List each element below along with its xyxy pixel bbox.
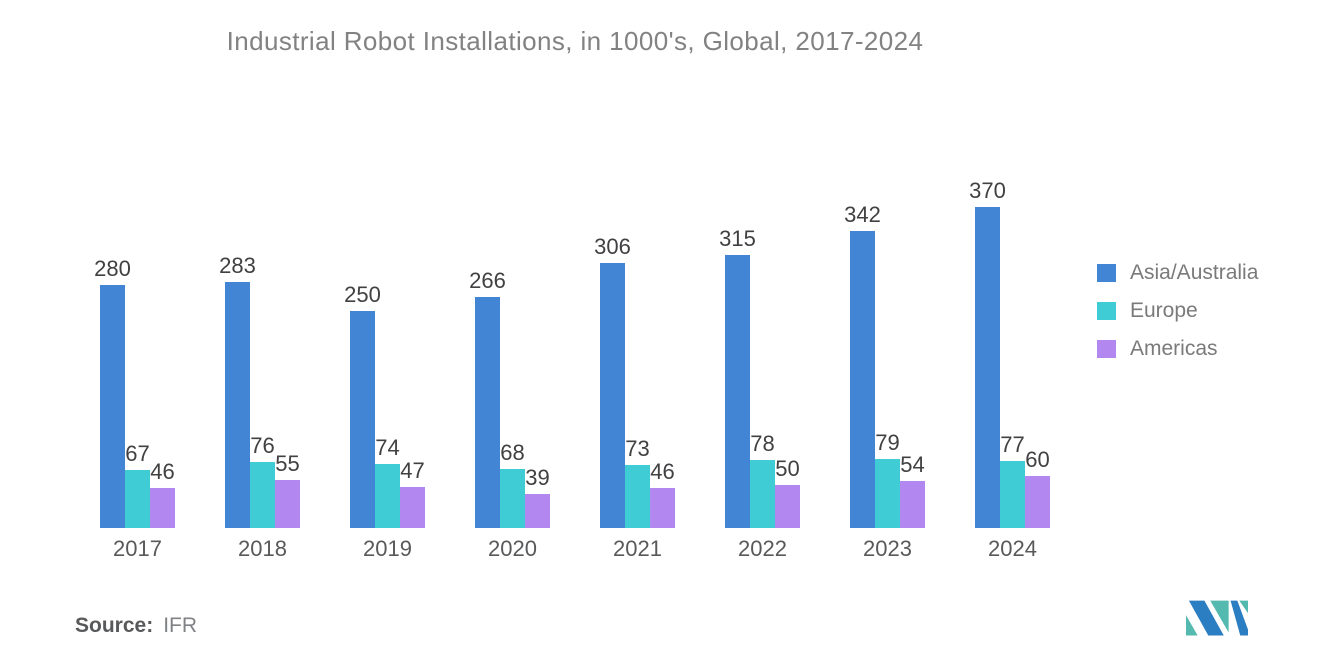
value-label-europe-2018: 76 — [250, 433, 275, 458]
x-tick-2018: 2018 — [238, 536, 287, 561]
americas-bar-2021[interactable] — [650, 488, 675, 528]
americas-bar-2024[interactable] — [1025, 476, 1050, 528]
plot-area: 280 67 46 2017 283 76 55 2018 250 74 47 2019 266 68 39… — [94, 178, 1050, 561]
asia-australia-bar-2020[interactable] — [475, 297, 500, 528]
americas-bar-2018[interactable] — [275, 480, 300, 528]
x-tick-2024: 2024 — [988, 536, 1037, 561]
legend-item-asia-australia[interactable]: Asia/Australia — [1097, 261, 1259, 284]
value-label-asia-australia-2017: 280 — [94, 256, 131, 281]
legend-label-americas: Americas — [1130, 337, 1218, 360]
value-label-asia-australia-2024: 370 — [969, 178, 1006, 203]
value-label-americas-2017: 46 — [150, 459, 175, 484]
source-value: IFR — [163, 614, 198, 637]
value-label-europe-2024: 77 — [1000, 432, 1025, 457]
x-tick-2019: 2019 — [363, 536, 412, 561]
asia-australia-bar-2019[interactable] — [350, 311, 375, 528]
asia-australia-bar-2023[interactable] — [850, 231, 875, 528]
x-tick-2022: 2022 — [738, 536, 787, 561]
value-label-asia-australia-2023: 342 — [844, 202, 881, 227]
x-tick-2023: 2023 — [863, 536, 912, 561]
value-label-americas-2023: 54 — [900, 452, 925, 477]
source-row: Source: IFR — [75, 614, 197, 638]
asia-australia-bar-2017[interactable] — [100, 285, 125, 528]
value-label-europe-2023: 79 — [875, 430, 900, 455]
americas-bar-2020[interactable] — [525, 494, 550, 528]
europe-bar-2022[interactable] — [750, 460, 775, 528]
americas-bar-2019[interactable] — [400, 487, 425, 528]
europe-bar-2017[interactable] — [125, 470, 150, 528]
europe-bar-2024[interactable] — [1000, 461, 1025, 528]
value-label-europe-2021: 73 — [625, 436, 650, 461]
mordor-intelligence-logo — [1186, 600, 1248, 636]
value-label-americas-2022: 50 — [775, 456, 800, 481]
value-label-americas-2021: 46 — [650, 459, 675, 484]
logo-shape-blue-right — [1230, 600, 1248, 636]
legend-item-europe[interactable]: Europe — [1097, 299, 1258, 322]
value-label-asia-australia-2021: 306 — [594, 234, 631, 259]
europe-bar-2019[interactable] — [375, 464, 400, 528]
value-label-europe-2017: 67 — [125, 441, 150, 466]
americas-bar-2022[interactable] — [775, 485, 800, 528]
europe-bar-2020[interactable] — [500, 469, 525, 528]
americas-bar-2023[interactable] — [900, 481, 925, 528]
asia-australia-bar-2021[interactable] — [600, 263, 625, 528]
asia-australia-bar-2022[interactable] — [725, 255, 750, 528]
logo-shape-blue-left — [1188, 600, 1224, 636]
legend-item-americas[interactable]: Americas — [1097, 337, 1258, 360]
legend-label-asia-australia: Asia/Australia — [1130, 261, 1259, 284]
value-label-asia-australia-2022: 315 — [719, 226, 756, 251]
asia-australia-bar-2024[interactable] — [975, 207, 1000, 528]
value-label-americas-2024: 60 — [1025, 447, 1050, 472]
europe-bar-2021[interactable] — [625, 465, 650, 528]
legend-label-europe: Europe — [1130, 299, 1198, 322]
asia-australia-bar-2018[interactable] — [225, 282, 250, 528]
value-label-asia-australia-2020: 266 — [469, 268, 506, 293]
legend-swatch-americas — [1097, 340, 1116, 358]
value-label-americas-2019: 47 — [400, 458, 425, 483]
legend-swatch-europe — [1097, 302, 1116, 320]
value-label-europe-2022: 78 — [750, 431, 775, 456]
value-label-europe-2020: 68 — [500, 440, 525, 465]
value-label-europe-2019: 74 — [375, 435, 400, 460]
legend: Asia/Australia Europe Americas — [1097, 261, 1259, 378]
chart-title: Industrial Robot Installations, in 1000'… — [226, 26, 924, 56]
value-label-americas-2018: 55 — [275, 451, 300, 476]
source-label: Source: — [75, 614, 154, 637]
x-tick-2021: 2021 — [613, 536, 662, 561]
logo-shape-teal-left — [1186, 615, 1198, 636]
value-label-americas-2020: 39 — [525, 465, 550, 490]
value-label-asia-australia-2018: 283 — [219, 253, 256, 278]
europe-bar-2023[interactable] — [875, 459, 900, 528]
x-tick-2017: 2017 — [113, 536, 162, 561]
x-tick-2020: 2020 — [488, 536, 537, 561]
legend-swatch-asia-australia — [1097, 264, 1116, 282]
europe-bar-2018[interactable] — [250, 462, 275, 528]
value-label-asia-australia-2019: 250 — [344, 282, 381, 307]
americas-bar-2017[interactable] — [150, 488, 175, 528]
logo-shape-teal-right — [1239, 600, 1248, 614]
logo-shape-teal-mid — [1210, 600, 1229, 633]
